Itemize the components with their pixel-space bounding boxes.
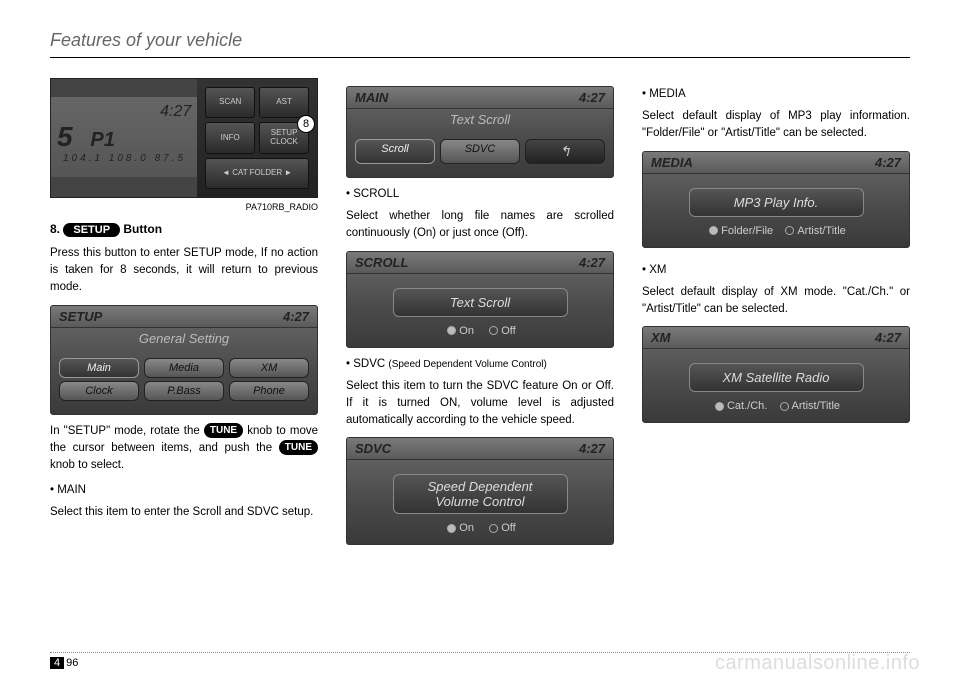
media-screen-clock: 4:27 [875, 155, 901, 170]
column-1: 4:27 5 P1 104.1 108.0 87.5 SCAN AST INFO… [50, 78, 318, 553]
xm-screen-clock: 4:27 [875, 330, 901, 345]
media-body: Select default display of MP3 play infor… [642, 108, 910, 143]
hw-btn-cat-folder: ◄ CAT FOLDER ► [205, 158, 309, 189]
p-setup-desc: Press this button to enter SETUP mode, I… [50, 245, 318, 297]
sdvc-off: Off [501, 522, 515, 534]
photo-band: P1 [90, 129, 114, 151]
xm-screen-title: XM [651, 330, 671, 345]
xm-body: Select default display of XM mode. "Cat.… [642, 284, 910, 319]
tune-pill-2: TUNE [279, 440, 318, 455]
column-3: • MEDIA Select default display of MP3 pl… [642, 78, 910, 553]
setup-screen-title: SETUP [59, 309, 102, 324]
sdvc-box-1: Speed Dependent [398, 479, 563, 494]
sdvc-screen: SDVC 4:27 Speed Dependent Volume Control… [346, 437, 614, 545]
tune-pill-1: TUNE [204, 423, 243, 438]
footer-chapter: 4 [50, 657, 64, 669]
radio-on-icon [447, 524, 456, 533]
media-screen: MEDIA 4:27 MP3 Play Info. Folder/File Ar… [642, 151, 910, 248]
scroll-head: • SCROLL [346, 188, 614, 200]
main-screen: MAIN 4:27 Text Scroll Scroll SDVC ↰ [346, 86, 614, 178]
main-body: Select this item to enter the Scroll and… [50, 504, 318, 521]
main-head: • MAIN [50, 484, 318, 496]
hw-btn-info: INFO [205, 122, 255, 153]
setup-btn-clock: Clock [59, 381, 139, 401]
watermark: carmanualsonline.info [715, 652, 920, 675]
column-2: MAIN 4:27 Text Scroll Scroll SDVC ↰ • SC… [346, 78, 614, 553]
media-radio-row: Folder/File Artist/Title [651, 225, 901, 237]
main-btn-scroll: Scroll [355, 139, 435, 164]
media-box: MP3 Play Info. [689, 188, 864, 217]
radio-off-icon [489, 524, 498, 533]
hw-btn-scan: SCAN [205, 87, 255, 118]
setup-btn-pbass: P.Bass [144, 381, 224, 401]
xm-screen: XM 4:27 XM Satellite Radio Cat./Ch. Arti… [642, 326, 910, 423]
setup-btn-media: Media [144, 358, 224, 378]
p-tune-c: knob to select. [50, 459, 124, 471]
xm-opt2: Artist/Title [792, 400, 841, 412]
setup-btn-phone: Phone [229, 381, 309, 401]
p-tune: In "SETUP" mode, rotate the TUNE knob to… [50, 423, 318, 475]
scroll-screen: SCROLL 4:27 Text Scroll On Off [346, 251, 614, 348]
main-btn-sdvc: SDVC [440, 139, 520, 164]
scroll-off: Off [501, 325, 515, 337]
heading-8: 8. SETUP Button [50, 222, 318, 237]
main-screen-clock: 4:27 [579, 90, 605, 105]
callout-8: 8 [297, 115, 315, 133]
photo-caption: PA710RB_RADIO [50, 202, 318, 212]
scroll-on: On [459, 325, 474, 337]
main-screen-title: MAIN [355, 90, 388, 105]
main-screen-sub: Text Scroll [347, 109, 613, 130]
radio-off-icon [785, 226, 794, 235]
sdvc-screen-clock: 4:27 [579, 441, 605, 456]
radio-off-icon [780, 402, 789, 411]
media-head: • MEDIA [642, 88, 910, 100]
radio-off-icon [489, 326, 498, 335]
setup-pill: SETUP [63, 223, 120, 237]
heading-8-num: 8. [50, 222, 60, 236]
radio-on-icon [715, 402, 724, 411]
section-header: Features of your vehicle [50, 30, 910, 58]
sdvc-radio-row: On Off [355, 522, 605, 534]
xm-head: • XM [642, 264, 910, 276]
scroll-radio-row: On Off [355, 325, 605, 337]
sdvc-box-2: Volume Control [398, 494, 563, 509]
heading-8-tail: Button [123, 222, 162, 236]
scroll-body: Select whether long file names are scrol… [346, 208, 614, 243]
media-opt1: Folder/File [721, 225, 773, 237]
photo-freqs: 104.1 108.0 87.5 [57, 153, 191, 164]
setup-screen-sub: General Setting [51, 328, 317, 349]
hardware-buttons: SCAN AST INFO SETUP CLOCK ◄ CAT FOLDER ► [197, 79, 317, 197]
footer-page: 96 [66, 657, 78, 669]
setup-btn-main: Main [59, 358, 139, 378]
scroll-screen-title: SCROLL [355, 255, 408, 270]
sdvc-head: • SDVC (Speed Dependent Volume Control) [346, 358, 614, 370]
setup-screen-clock: 4:27 [283, 309, 309, 324]
sdvc-head-note: (Speed Dependent Volume Control) [388, 359, 546, 370]
radio-photo: 4:27 5 P1 104.1 108.0 87.5 SCAN AST INFO… [50, 78, 318, 198]
xm-box: XM Satellite Radio [689, 363, 864, 392]
sdvc-box: Speed Dependent Volume Control [393, 474, 568, 514]
radio-on-icon [447, 326, 456, 335]
hw-btn-ast: AST [259, 87, 309, 118]
scroll-box: Text Scroll [393, 288, 568, 317]
sdvc-head-main: • SDVC [346, 358, 388, 370]
media-opt2: Artist/Title [797, 225, 846, 237]
main-btn-back: ↰ [525, 139, 605, 164]
sdvc-body: Select this item to turn the SDVC featur… [346, 378, 614, 430]
setup-btn-xm: XM [229, 358, 309, 378]
radio-lcd: 4:27 5 P1 104.1 108.0 87.5 [51, 97, 197, 177]
photo-preset: 5 [57, 121, 73, 152]
xm-opt1: Cat./Ch. [727, 400, 767, 412]
p-tune-a: In "SETUP" mode, rotate the [50, 425, 204, 437]
radio-on-icon [709, 226, 718, 235]
xm-radio-row: Cat./Ch. Artist/Title [651, 400, 901, 412]
setup-screen: SETUP 4:27 General Setting Main Media XM… [50, 305, 318, 415]
sdvc-on: On [459, 522, 474, 534]
sdvc-screen-title: SDVC [355, 441, 391, 456]
scroll-screen-clock: 4:27 [579, 255, 605, 270]
photo-clock: 4:27 [57, 103, 191, 121]
media-screen-title: MEDIA [651, 155, 693, 170]
